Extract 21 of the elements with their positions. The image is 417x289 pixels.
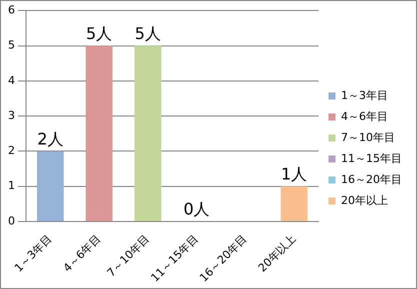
x-tick-label: 4～6年目 [60, 232, 104, 275]
y-tick-label: 6 [8, 3, 15, 16]
data-label: 5人 [134, 24, 161, 43]
y-tick-label: 1 [8, 179, 15, 192]
x-tick-label: 20年以上 [256, 232, 298, 275]
legend-label: 1～3年目 [341, 88, 388, 102]
data-label: 1人 [281, 164, 308, 184]
legend-label: 11～15年目 [341, 152, 402, 165]
y-tick-label: 4 [8, 74, 15, 87]
data-label: 2人 [37, 129, 64, 148]
data-label: 0人 [184, 200, 210, 219]
legend-label: 7～10年目 [341, 130, 396, 144]
legend-label: 16～20年目 [341, 172, 402, 186]
data-label: 5人 [86, 24, 112, 43]
y-tick-label: 0 [8, 214, 15, 228]
y-tick-label: 5 [8, 38, 15, 52]
y-tick-label: 3 [8, 108, 15, 122]
x-tick-label: 1～3年目 [12, 232, 55, 275]
y-tick-label: 2 [8, 144, 15, 158]
legend-label: 4～6年目 [341, 110, 388, 123]
legend-label: 20年以上 [341, 194, 388, 207]
